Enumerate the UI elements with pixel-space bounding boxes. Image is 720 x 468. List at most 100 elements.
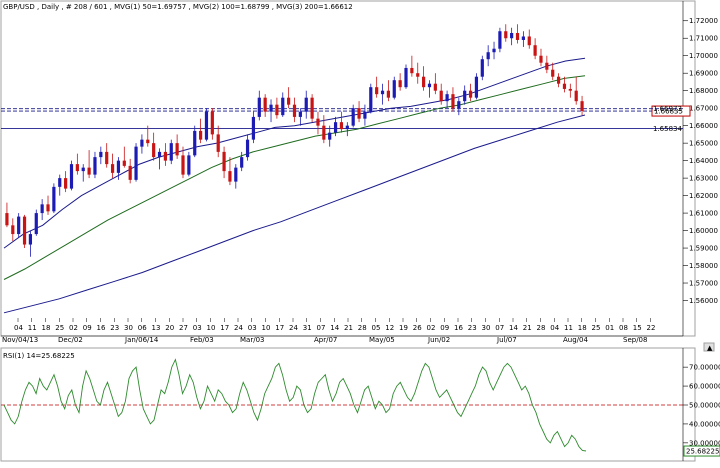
candle-body: [298, 111, 302, 117]
x-month-label: Feb/03: [190, 336, 214, 344]
candle-body: [480, 59, 484, 77]
candle-body: [521, 36, 525, 40]
candle-body: [275, 104, 279, 116]
candle-body: [58, 178, 62, 187]
candle-body: [134, 146, 138, 180]
price-y-axis: 1.72000 1.71000 1.70000 1.69000 1.68000 1.670…: [682, 1, 718, 336]
price-panel-title: GBP/USD , Daily , # 208 / 601 , MVG(1) 5…: [3, 3, 353, 11]
x-tick-label: 03: [248, 324, 257, 332]
candlesticks: [5, 24, 584, 257]
candle-body: [216, 134, 220, 152]
x-tick-label: 24: [234, 324, 243, 332]
x-tick-label: 01: [605, 324, 614, 332]
y-tick-label: 1.71000: [689, 35, 718, 43]
x-tick-label: 13: [152, 324, 161, 332]
candle-body: [445, 94, 449, 102]
candle-body: [527, 36, 531, 46]
rsi-series-line: [3, 358, 587, 452]
level-label: 1.66835: [654, 108, 683, 116]
candle-body: [257, 97, 261, 117]
y-tick-label: 1.56000: [689, 297, 718, 305]
candle-body: [363, 111, 367, 119]
candle-body: [210, 111, 214, 135]
x-tick-label: 23: [110, 324, 119, 332]
candle-body: [310, 97, 314, 119]
y-tick-label: 1.62000: [689, 192, 718, 200]
x-tick-label: 10: [207, 324, 216, 332]
moving-averages: [3, 57, 586, 314]
x-tick-label: 16: [454, 324, 463, 332]
candle-body: [322, 125, 326, 140]
candle-body: [316, 118, 320, 126]
candle-body: [369, 87, 373, 112]
candle-body: [17, 216, 21, 235]
x-month-label: Jun/02: [427, 336, 450, 344]
candle-body: [304, 97, 308, 112]
x-tick-label: 11: [564, 324, 573, 332]
y-tick-label: 1.57000: [689, 280, 718, 288]
candle-body: [504, 31, 508, 39]
candle-body: [439, 90, 443, 102]
candle-body: [93, 157, 97, 175]
x-month-label: Dec/02: [58, 336, 83, 344]
x-month-label: Aug/04: [563, 336, 588, 344]
x-tick-label: 30: [124, 324, 133, 332]
candle-body: [181, 155, 185, 175]
candle-body: [169, 143, 173, 161]
candle-body: [116, 160, 121, 173]
candle-body: [398, 80, 402, 88]
x-tick-label: 08: [619, 324, 628, 332]
rsi-panel-title: RSI(1) 14=25.68225: [3, 352, 75, 360]
rsi-y-axis: 70.00000 60.00000 50.00000 40.00000 30.00000…: [682, 348, 720, 461]
rsi-value-box: [683, 445, 720, 457]
candle-body: [28, 234, 33, 245]
x-tick-label: 06: [138, 324, 147, 332]
candle-body: [163, 151, 167, 161]
x-tick-label: 12: [385, 324, 394, 332]
candle-body: [87, 167, 91, 175]
candle-body: [140, 139, 144, 147]
candle-body: [539, 55, 543, 63]
chevron-up-icon: ▲: [707, 344, 713, 352]
y-tick-label: 1.63000: [689, 175, 718, 183]
x-tick-label: 07: [317, 324, 326, 332]
candle-body: [357, 108, 361, 119]
candle-body: [75, 164, 79, 172]
candle-body: [515, 32, 520, 40]
candle-body: [5, 213, 9, 226]
candle-body: [498, 31, 502, 49]
candle-body: [545, 62, 549, 70]
x-tick-label: 24: [289, 324, 298, 332]
price-panel-frame: [0, 0, 696, 337]
candle-body: [22, 216, 27, 245]
x-tick-label: 10: [262, 324, 271, 332]
x-tick-label: 18: [578, 324, 587, 332]
candle-body: [568, 88, 572, 91]
y-tick-label: 1.61000: [689, 210, 718, 218]
y-tick-label: 1.69000: [689, 70, 718, 78]
x-tick-label: 17: [220, 324, 229, 332]
candle-body: [40, 204, 44, 214]
level-label: 1.65834: [653, 125, 682, 133]
x-tick-label: 14: [330, 324, 339, 332]
candle-body: [128, 165, 132, 180]
level-label: 1.66973: [653, 105, 682, 113]
moving-average-line: [3, 57, 586, 249]
candle-body: [46, 204, 50, 212]
x-tick-label: 18: [42, 324, 51, 332]
rsi-tick-label: 30.00000: [689, 439, 720, 447]
x-tick-label: 03: [193, 324, 202, 332]
y-tick-label: 1.70000: [689, 52, 718, 60]
candle-body: [234, 167, 238, 182]
candle-body: [193, 130, 197, 156]
moving-average-line: [3, 75, 586, 280]
candle-body: [240, 157, 244, 168]
candle-body: [81, 167, 85, 172]
x-tick-label: 14: [509, 324, 518, 332]
y-tick-label: 1.60000: [689, 227, 718, 235]
candle-body: [64, 178, 68, 189]
candle-body: [533, 45, 537, 56]
panel-resize-handle[interactable]: [703, 342, 715, 352]
candle-body: [34, 213, 38, 235]
